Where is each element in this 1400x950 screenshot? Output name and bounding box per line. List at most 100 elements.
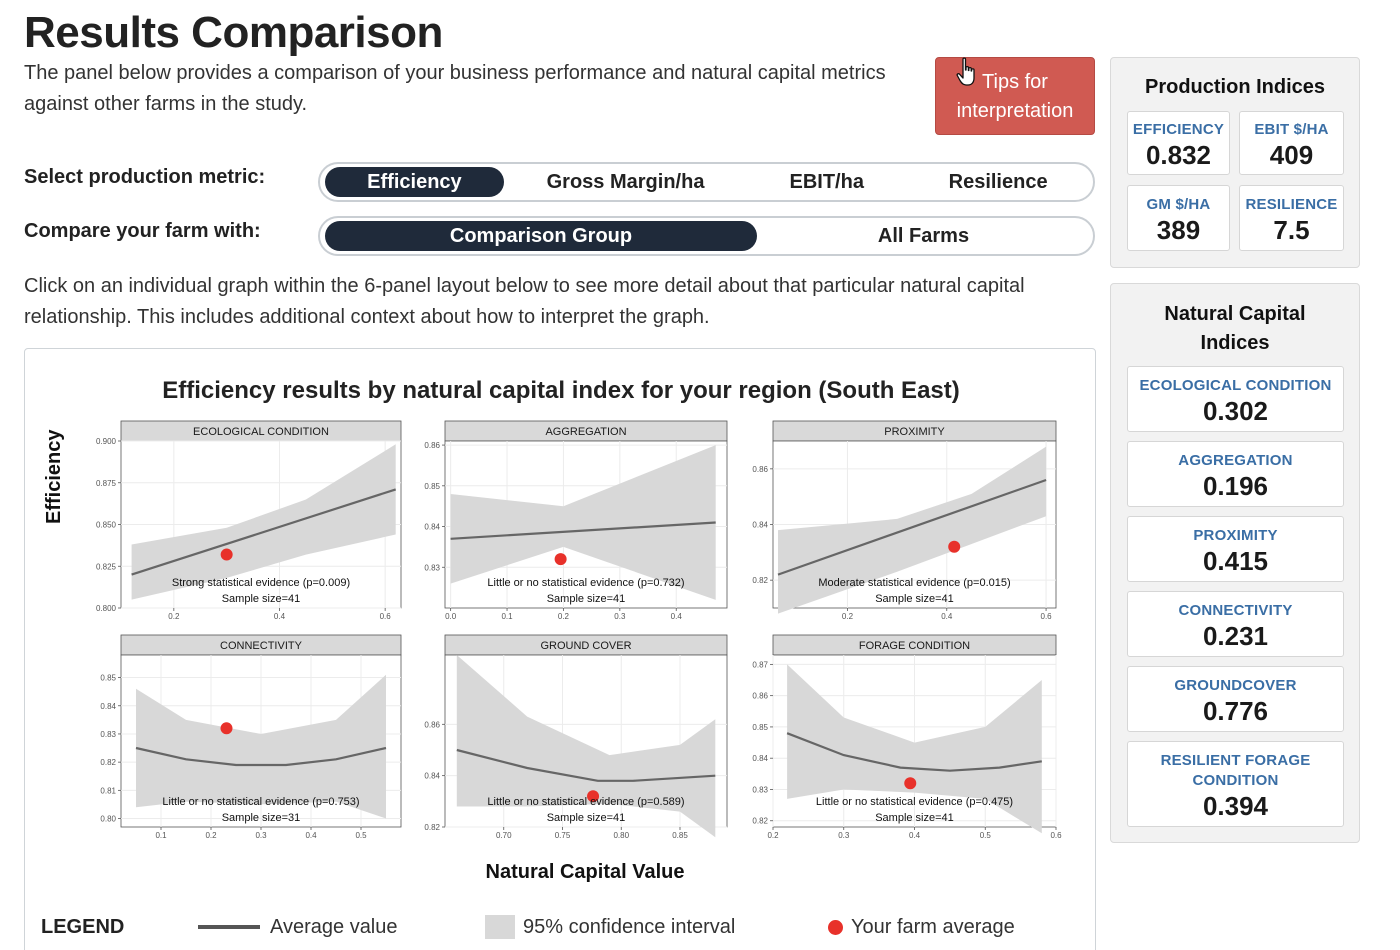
tile-value: 389 (1156, 215, 1201, 245)
legend-dot-label: Your farm average (851, 915, 1015, 938)
farm-point (220, 548, 233, 561)
y-tick-label: 0.83 (752, 785, 768, 794)
y-axis-title: Efficiency (43, 429, 65, 524)
x-tick-label: 0.4 (941, 612, 953, 621)
metric-selector: Efficiency Gross Margin/ha EBIT/ha Resil… (318, 162, 1095, 202)
x-tick-label: 0.70 (496, 831, 512, 840)
tile-value: 0.302 (1202, 396, 1269, 426)
metric-option-resilience[interactable]: Resilience (948, 170, 1048, 193)
y-tick-label: 0.84 (424, 523, 440, 532)
farm-point (904, 777, 917, 790)
tile-value: 7.5 (1273, 215, 1310, 245)
tile-label: EBIT $/HA (1254, 121, 1329, 138)
tile-value: 409 (1269, 140, 1314, 170)
production-indices-box: Production Indices EFFICIENCY 0.832 EBIT… (1110, 57, 1360, 268)
confidence-band (131, 444, 396, 600)
y-tick-label: 0.85 (752, 723, 768, 732)
x-tick-label: 0.6 (1050, 831, 1062, 840)
y-tick-label: 0.84 (424, 772, 440, 781)
x-tick-label: 0.2 (767, 831, 779, 840)
compare-option-comparison-group[interactable]: Comparison Group (325, 221, 757, 251)
facet-proximity[interactable]: PROXIMITY Moderate statistical evidence (… (743, 420, 1058, 626)
tile-label: GM $/HA (1146, 196, 1211, 213)
tile-resilience: RESILIENCE 7.5 (1239, 185, 1344, 251)
y-tick-label: 0.825 (96, 562, 117, 571)
x-axis-title: Natural Capital Value (485, 861, 685, 883)
y-tick-label: 0.84 (752, 754, 768, 763)
tips-button[interactable]: Tips for interpretation (935, 57, 1095, 135)
y-tick-label: 0.82 (752, 817, 768, 826)
tile-label: PROXIMITY (1193, 527, 1278, 544)
tile-label: EFFICIENCY (1132, 121, 1225, 138)
x-tick-label: 0.0 (445, 612, 457, 621)
trend-line (131, 488, 397, 576)
hand-cursor-icon (956, 57, 975, 86)
sample-size-label: Sample size=41 (547, 812, 626, 824)
x-tick-label: 0.3 (838, 831, 850, 840)
legend: LEGEND Average value 95% confidence inte… (41, 909, 1081, 945)
metric-option-ebit[interactable]: EBIT/ha (789, 170, 864, 193)
facet-strip-title: CONNECTIVITY (220, 640, 303, 652)
tile-ebit: EBIT $/HA 409 (1239, 111, 1344, 175)
metric-option-efficiency[interactable]: Efficiency (325, 167, 504, 197)
trend-line (777, 478, 1047, 576)
tile-label: CONNECTIVITY (1178, 602, 1293, 619)
y-tick-label: 0.83 (100, 730, 116, 739)
tile-value: 0.776 (1202, 696, 1269, 726)
y-tick-label: 0.82 (752, 576, 768, 585)
facet-forage-condition[interactable]: FORAGE CONDITION Little or no statistical… (743, 634, 1062, 845)
y-tick-label: 0.84 (752, 521, 768, 530)
y-tick-label: 0.82 (424, 823, 440, 832)
chart-panel-title: Efficiency results by natural capital in… (162, 377, 960, 404)
sample-size-label: Sample size=31 (222, 812, 301, 824)
facet-strip-title: PROXIMITY (884, 426, 945, 438)
facet-strip-title: ECOLOGICAL CONDITION (193, 426, 329, 438)
farm-point (587, 790, 600, 803)
tile-value: 0.832 (1145, 140, 1212, 170)
evidence-label: Strong statistical evidence (p=0.009) (172, 577, 350, 589)
y-tick-label: 0.86 (424, 441, 440, 450)
x-tick-label: 0.5 (355, 831, 367, 840)
tile-ecological-condition: ECOLOGICAL CONDITION 0.302 (1127, 366, 1344, 432)
facet-ground-cover[interactable]: GROUND COVER Little or no statistical evi… (415, 634, 729, 845)
tile-aggregation: AGGREGATION 0.196 (1127, 441, 1344, 507)
facet-strip-title: AGGREGATION (545, 426, 626, 438)
legend-band-swatch (485, 915, 515, 939)
production-indices-title: Production Indices (1144, 76, 1326, 98)
tile-label: ECOLOGICAL CONDITION (1139, 377, 1332, 394)
x-tick-label: 0.4 (305, 831, 317, 840)
x-tick-label: 0.2 (205, 831, 217, 840)
y-tick-label: 0.86 (424, 720, 440, 729)
sample-size-label: Sample size=41 (875, 812, 954, 824)
metric-option-gross-margin[interactable]: Gross Margin/ha (546, 170, 705, 193)
x-tick-label: 0.5 (980, 831, 992, 840)
confidence-band (778, 446, 1047, 614)
y-tick-label: 0.82 (100, 758, 116, 767)
x-tick-label: 0.2 (168, 612, 180, 621)
x-tick-label: 0.4 (274, 612, 286, 621)
tile-gm: GM $/HA 389 (1127, 185, 1230, 251)
legend-dot-swatch (828, 919, 843, 935)
tile-label: RESILIENCE (1245, 196, 1338, 213)
y-tick-label: 0.850 (96, 521, 117, 530)
compare-option-all-farms[interactable]: All Farms (877, 224, 970, 247)
evidence-label: Little or no statistical evidence (p=0.4… (816, 796, 1013, 808)
facet-aggregation[interactable]: AGGREGATION Little or no statistical evid… (415, 420, 729, 626)
chart-panel: Efficiency results by natural capital in… (24, 348, 1096, 950)
natural-capital-indices-title: Natural Capital Indices (1164, 303, 1306, 354)
x-tick-label: 0.4 (909, 831, 921, 840)
legend-line-label: Average value (270, 915, 398, 938)
y-tick-label: 0.900 (96, 437, 117, 446)
tile-value: 0.196 (1202, 471, 1269, 501)
evidence-label: Little or no statistical evidence (p=0.5… (487, 796, 684, 808)
x-tick-label: 0.2 (558, 612, 570, 621)
confidence-band (456, 655, 716, 838)
facet-ecological-condition[interactable]: ECOLOGICAL CONDITION Strong statistical e… (91, 420, 403, 626)
y-tick-label: 0.86 (752, 692, 768, 701)
y-tick-label: 0.87 (752, 660, 768, 669)
facet-connectivity[interactable]: CONNECTIVITY Little or no statistical evi… (91, 634, 403, 845)
y-tick-label: 0.81 (100, 786, 116, 795)
x-tick-label: 0.2 (842, 612, 854, 621)
tile-value: 0.415 (1202, 546, 1269, 576)
y-tick-label: 0.875 (96, 479, 117, 488)
